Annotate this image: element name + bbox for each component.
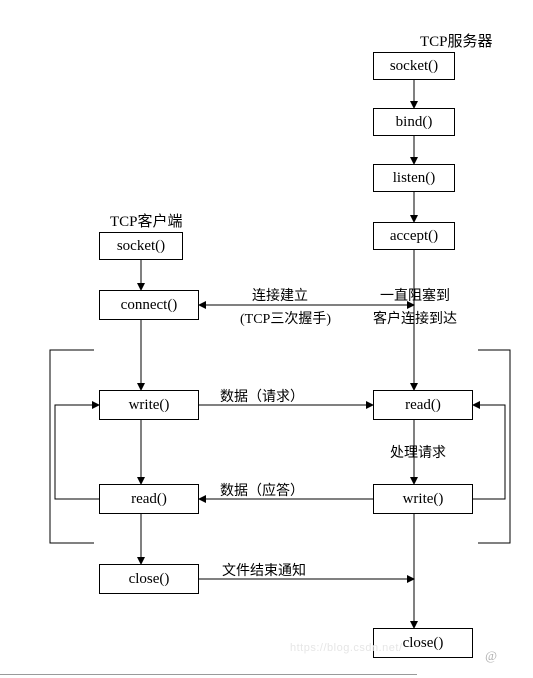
client-write-node: write() — [99, 390, 199, 420]
server-socket-node: socket() — [373, 52, 455, 80]
client-read-node: read() — [99, 484, 199, 514]
block-label-1: 一直阻塞到 — [380, 285, 450, 305]
server-write-node: write() — [373, 484, 473, 514]
client-connect-node: connect() — [99, 290, 199, 320]
connect-label-1: 连接建立 — [252, 285, 308, 305]
block-label-2: 客户连接到达 — [373, 308, 457, 328]
server-accept-node: accept() — [373, 222, 455, 250]
server-bind-node: bind() — [373, 108, 455, 136]
connect-label-2: (TCP三次握手) — [240, 308, 331, 328]
footer-line — [0, 674, 417, 675]
process-label: 处理请求 — [390, 442, 446, 462]
response-label: 数据（应答） — [220, 480, 304, 500]
eof-label: 文件结束通知 — [222, 560, 306, 580]
watermark-at: @ — [485, 648, 497, 664]
client-title: TCP客户端 — [110, 210, 183, 231]
server-listen-node: listen() — [373, 164, 455, 192]
server-title: TCP服务器 — [420, 30, 493, 51]
server-read-node: read() — [373, 390, 473, 420]
watermark-url: https://blog.csdn.net/ — [290, 642, 403, 654]
client-socket-node: socket() — [99, 232, 183, 260]
request-label: 数据（请求） — [220, 386, 304, 406]
client-close-node: close() — [99, 564, 199, 594]
